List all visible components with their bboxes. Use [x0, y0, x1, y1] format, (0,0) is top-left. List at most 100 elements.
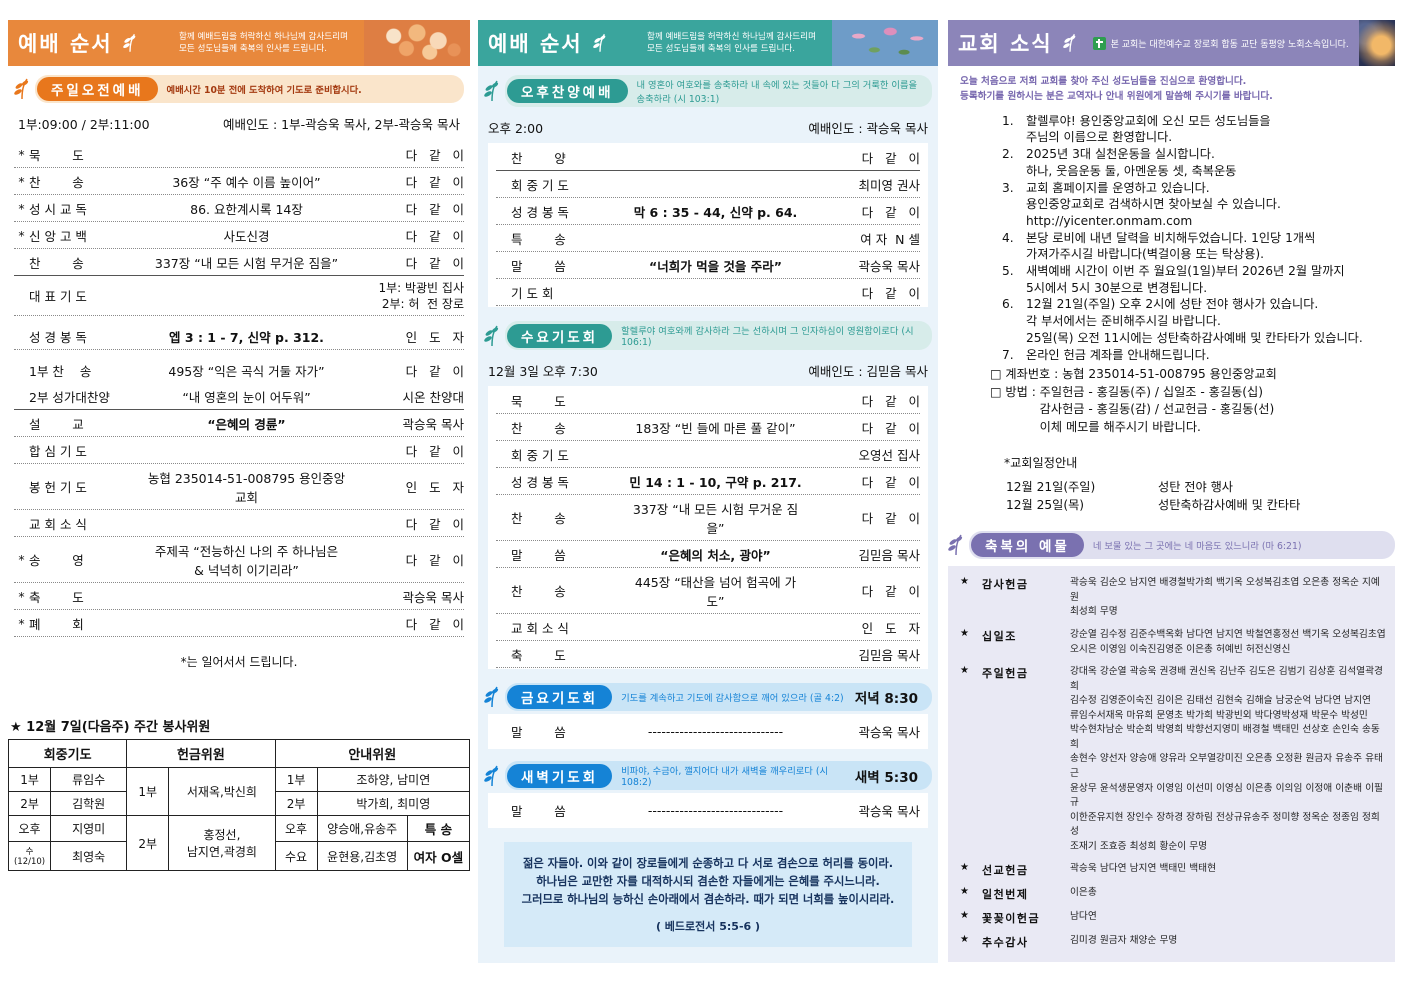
worship-row: * 축 도 곽승욱 목사: [14, 583, 464, 611]
row-star: *: [18, 200, 25, 216]
cell: 여자 O셀: [406, 841, 471, 872]
offerings-verse: 네 보물 있는 그 곳에는 네 마음도 있느니라 (마 6:21): [1092, 541, 1302, 553]
dawn-worship-list: 말 씀 ------------------------------ 곽승욱 목사: [488, 793, 928, 828]
row-label: 축 도: [511, 647, 566, 663]
worship-row: 회 중 기 도 오영선 집사: [496, 441, 920, 468]
morning-service-badge: 주일오전예배: [37, 77, 158, 101]
leaf-icon: [14, 78, 29, 100]
cell: 수요: [274, 841, 318, 872]
left-banner-subtitle: 함께 예배드림을 허락하신 하나님께 감사드리며 모든 성도님들께 축복의 인사…: [178, 31, 348, 54]
star-bullet: ★: [960, 886, 969, 898]
worship-row: 찬 송 183장 “빈 들에 마른 풀 같이” 다 같 이: [496, 414, 920, 441]
table-row: 수(12/10) 최영숙 수요 윤현용,김초영 여자 O셀: [7, 841, 471, 872]
row-detail: 337장 “내 모든 시험 무거운 짐을”: [632, 501, 799, 536]
leaf-icon: [948, 534, 963, 556]
worship-row: 말 씀 ------------------------------ 곽승욱 목사: [496, 715, 920, 748]
row-performer: 다 같 이: [861, 420, 920, 436]
wednesday-verse: 할렐루야 여호와께 감사하라 그는 선하시며 그 인자하심이 영원함이로다 (시…: [621, 326, 914, 348]
cell: 양승애,유송주: [316, 815, 408, 843]
dawn-badge-row: 새벽기도회 비파야, 수금아, 깰지어다 내가 새벽을 깨우리로다 (시 108…: [484, 761, 932, 790]
news-item: 2. 2025년 3대 실천운동을 실시합니다. 하나, 웃음운동 둘, 아멘운동…: [1002, 146, 1395, 179]
offering-names: 강순열 김수정 김준수백옥화 남다연 남지연 박철연홍정선 백기옥 오성복김초엽…: [1070, 629, 1386, 655]
row-label: 신 앙 고 백: [29, 228, 87, 244]
row-performer: 다 같 이: [861, 474, 920, 490]
row-label: 성 경 봉 독: [511, 474, 569, 490]
offering-type: 감사헌금: [982, 578, 1029, 592]
right-banner: 교회 소식 본 교회는 대한예수교 장로회 합동 교단 동평양 노회소속입니다.: [948, 20, 1395, 66]
duty-col-usher: 안내위원: [274, 739, 471, 769]
cell: 수(12/10): [7, 841, 52, 872]
row-detail: 86. 요한계시록 14장: [190, 201, 303, 217]
afternoon-badge-row: 오후찬양예배 내 영혼아 여호와를 송축하라 내 속에 있는 것들아 다 그의 …: [484, 75, 932, 107]
account-label: □ 방법 :: [990, 385, 1040, 400]
account-value: 농협 235014-51-008795 용인중앙교회: [1062, 367, 1277, 382]
row-performer: 다 같 이: [405, 516, 464, 532]
table-row: 2부 김학원 2부 박가희, 최미영: [7, 791, 471, 817]
row-star: *: [18, 615, 25, 631]
offering-type: 추수감사: [982, 936, 1029, 950]
row-performer: 곽승욱 목사: [402, 416, 464, 432]
duty-col-offering: 헌금위원: [126, 739, 276, 769]
worship-row: 봉 헌 기 도 농협 235014-51-008795 용인중앙교회 인 도 자: [14, 464, 464, 511]
row-detail: ------------------------------: [647, 803, 784, 818]
row-performer: 다 같 이: [405, 147, 464, 163]
dawn-time: 새벽 5:30: [854, 769, 918, 786]
row-label: 말 씀: [511, 258, 566, 274]
row-performer: 다 같 이: [861, 584, 920, 599]
row-detail: 엡 3 : 1 - 7, 신약 p. 312.: [169, 329, 324, 345]
row-label: 축 도: [29, 589, 84, 605]
schedule-row: 12월 25일(목) 성탄축하감사예배 및 칸타타: [1006, 496, 1395, 515]
offering-type: 십일조: [982, 630, 1017, 644]
row-performer: 다 같 이: [405, 616, 464, 632]
item-text: 본당 로비에 내년 달력을 비치해두었습니다. 1인당 1개씩 가져가주시길 바…: [1026, 230, 1316, 262]
offering-type: 일천번제: [982, 888, 1029, 902]
row-detail: “은혜의 경륜”: [207, 416, 286, 432]
row-detail: 농협 235014-51-008795 용인중앙교회: [147, 470, 346, 505]
row-label: 봉 헌 기 도: [29, 480, 87, 496]
duty-col-prayer: 회중기도: [7, 739, 128, 769]
row-performer: 여 자 N 셀: [860, 231, 920, 247]
cell: 지영미: [50, 815, 128, 843]
row-label: 찬 양: [511, 150, 566, 166]
offering-type: 꽃꽂이헌금: [982, 912, 1041, 926]
row-detail: “은혜의 처소, 광야”: [660, 547, 771, 563]
duty-table: 회중기도 헌금위원 안내위원 1부 류임수 1부 서재옥,박신희 1부 조하양,…: [7, 739, 471, 872]
item-number: 3.: [1002, 180, 1014, 195]
row-performer: 다 같 이: [405, 443, 464, 459]
leaf-icon: [484, 686, 499, 708]
leaf-icon: [592, 33, 605, 52]
cell: 서재옥,박신희: [168, 767, 276, 817]
item-number: 6.: [1002, 297, 1014, 312]
worship-row: * 묵 도 다 같 이: [14, 141, 464, 168]
row-performer: 다 같 이: [405, 201, 464, 217]
row-label: 말 씀: [511, 804, 566, 819]
cell: 김학원: [50, 791, 128, 817]
schedule-title: *교회일정안내: [1004, 455, 1078, 470]
leaf-icon: [484, 765, 499, 786]
offering-type: 주일헌금: [982, 667, 1029, 681]
worship-row: 대 표 기 도 1부: 박광빈 집사 2부: 허 전 장로: [14, 276, 464, 317]
star-bullet: ★: [960, 862, 969, 874]
row-detail: 445장 “태산을 넘어 험곡에 가도”: [634, 574, 797, 609]
news-item: 6. 12월 21일(주일) 오후 2시에 성탄 전야 행사가 있습니다. 각 부…: [1002, 296, 1395, 346]
offering-entry: ★ 감사헌금 곽승욱 김순오 남지연 배경철박가희 백기옥 오성복김초엽 오은총 정…: [956, 576, 1387, 620]
row-detail: 주제곡 “전능하신 나의 주 하나님은 & 넉넉히 이기리라”: [154, 543, 339, 578]
morning-badge-row: 주일오전예배 예배시간 10분 전에 도착하여 기도로 준비합시다.: [14, 75, 464, 103]
offering-entry: ★ 십일조 강순열 김수정 김준수백옥화 남다연 남지연 박철연홍정선 백기옥 오성…: [956, 628, 1387, 657]
table-row: 1부 류임수 1부 서재옥,박신희 1부 조하양, 남미연: [7, 767, 471, 817]
friday-time: 저녁 8:30: [854, 691, 918, 707]
offering-names: 이은총: [1070, 887, 1097, 899]
worship-row: 성 경 봉 독 엡 3 : 1 - 7, 신약 p. 312. 인 도 자: [14, 323, 464, 351]
item-number: 4.: [1002, 230, 1014, 245]
row-label: 회 중 기 도: [511, 447, 569, 463]
row-performer: 인 도 자: [405, 329, 464, 345]
worship-row: * 송 영 주제곡 “전능하신 나의 주 하나님은 & 넉넉히 이기리라” 다 같 이: [14, 537, 464, 584]
account-number-row: □ 계좌번호 : 농협 235014-51-008795 용인중앙교회: [990, 366, 1395, 383]
offering-entry: ★ 주일헌금 강대옥 강순열 곽승욱 권경배 권신옥 김난주 김도은 김범기 김상훈…: [956, 665, 1387, 854]
afternoon-worship-panel: 예배 순서 함께 예배드림을 허락하신 하나님께 감사드리며 모든 성도님들께 …: [478, 20, 938, 963]
row-detail: 337장 “내 모든 시험 무거운 짐을”: [154, 255, 339, 271]
row-performer: 다 같 이: [405, 255, 464, 271]
row-detail: “너희가 먹을 것을 주라”: [649, 258, 782, 274]
row-label: 묵 도: [511, 393, 566, 409]
